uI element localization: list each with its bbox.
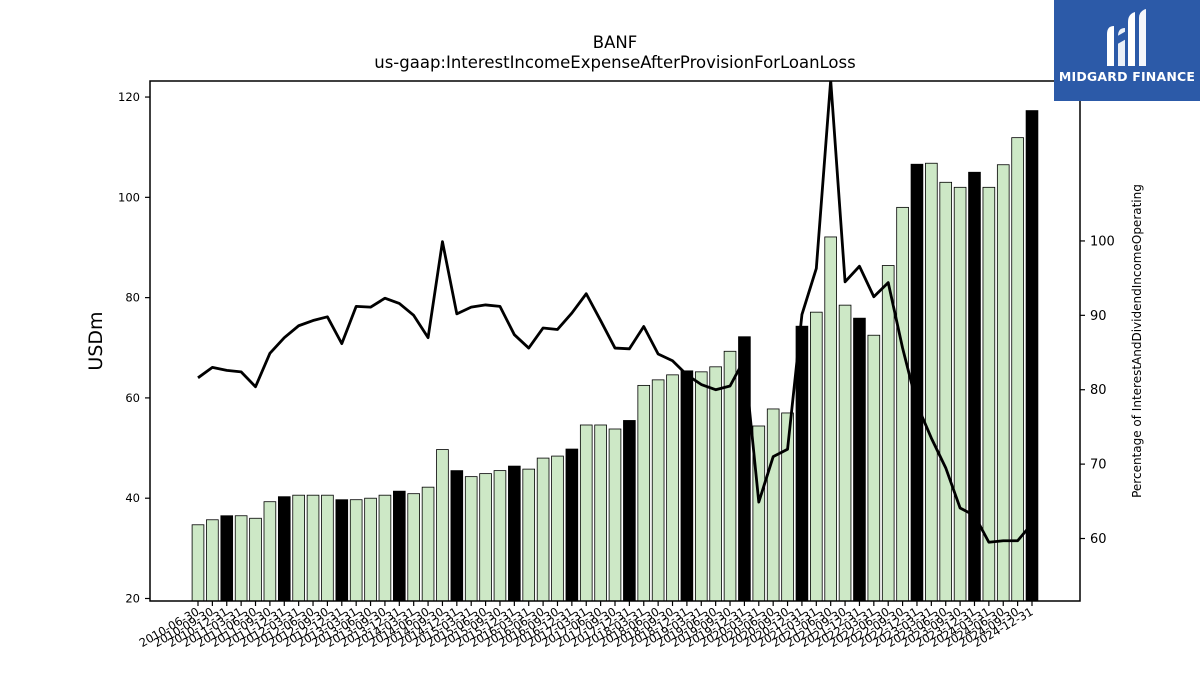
bar: [579, 424, 593, 602]
bar: [277, 496, 291, 602]
bar: [407, 493, 420, 602]
logo-mark-icon: [1107, 9, 1146, 66]
bar: [623, 420, 636, 602]
bar: [450, 470, 464, 602]
y-tick-label: 100: [118, 190, 140, 204]
bar: [896, 206, 909, 602]
bar: [838, 304, 852, 602]
line-layer: [197, 81, 1034, 544]
bar: [795, 325, 809, 602]
bar: [910, 163, 924, 602]
bar: [810, 311, 823, 602]
bar: [321, 494, 334, 602]
y2-tick-label: 70: [1090, 458, 1107, 473]
bar: [464, 476, 478, 602]
y-tick-label: 20: [125, 591, 140, 605]
bar: [925, 162, 938, 602]
bar: [953, 186, 967, 602]
bar: [824, 236, 837, 602]
chart-title: BANF: [593, 33, 637, 52]
bar: [551, 455, 564, 602]
bar: [881, 265, 895, 602]
bar: [249, 517, 262, 602]
bar: [349, 499, 363, 602]
x-axis: 2010-06-302010-09-302010-12-312011-03-31…: [137, 601, 1036, 650]
bar: [709, 366, 722, 602]
bar: [766, 408, 780, 602]
bar: [637, 384, 651, 602]
y-axis-left: 20 40 60 80 100 120: [118, 90, 150, 605]
bar: [306, 494, 320, 602]
bar: [694, 371, 708, 602]
bar: [191, 524, 205, 602]
bar: [738, 336, 751, 602]
y-tick-label: 120: [118, 90, 140, 104]
y2-tick-label: 60: [1090, 532, 1107, 547]
bar: [982, 186, 996, 602]
bar: [364, 497, 377, 602]
bar: [723, 350, 737, 602]
bar: [393, 490, 406, 602]
y2-tick-label: 100: [1090, 234, 1115, 249]
y-tick-label: 60: [125, 391, 140, 405]
bar: [565, 448, 579, 602]
bar: [206, 519, 219, 602]
bar: [263, 501, 277, 602]
y2-axis-label: Percentage of InterestAndDividendIncomeO…: [1130, 184, 1144, 498]
bar: [939, 181, 953, 602]
bar: [234, 515, 248, 602]
bar: [522, 468, 536, 602]
bar: [335, 499, 349, 602]
bar: [1011, 137, 1024, 602]
bar: [479, 473, 492, 602]
y-axis-label: USDm: [85, 311, 107, 370]
bar: [968, 171, 981, 602]
bar: [493, 470, 507, 602]
chart-subtitle: us-gaap:InterestIncomeExpenseAfterProvis…: [374, 53, 855, 72]
bar: [292, 494, 305, 602]
bar: [508, 465, 521, 602]
y2-tick-label: 90: [1090, 309, 1107, 324]
bar: [536, 457, 550, 602]
y2-tick-label: 80: [1090, 383, 1107, 398]
y-tick-label: 40: [125, 491, 140, 505]
bar: [378, 494, 392, 602]
bars-layer: [191, 110, 1039, 602]
logo-text: MIDGARD FINANCE: [1058, 69, 1196, 84]
bar: [680, 370, 694, 602]
bar: [608, 428, 622, 602]
bar: [853, 317, 866, 602]
bar: [996, 164, 1010, 602]
bar: [436, 449, 449, 602]
logo: MIDGARD FINANCE: [1054, 0, 1200, 101]
bar: [666, 374, 679, 602]
bar: [867, 334, 881, 602]
y-tick-label: 80: [125, 291, 140, 305]
y-axis-right: 60 70 80 90 100: [1080, 234, 1115, 547]
bar: [651, 379, 665, 602]
bar: [421, 486, 435, 602]
series-line: [197, 81, 1034, 544]
bar: [594, 424, 607, 602]
bar: [220, 515, 234, 602]
